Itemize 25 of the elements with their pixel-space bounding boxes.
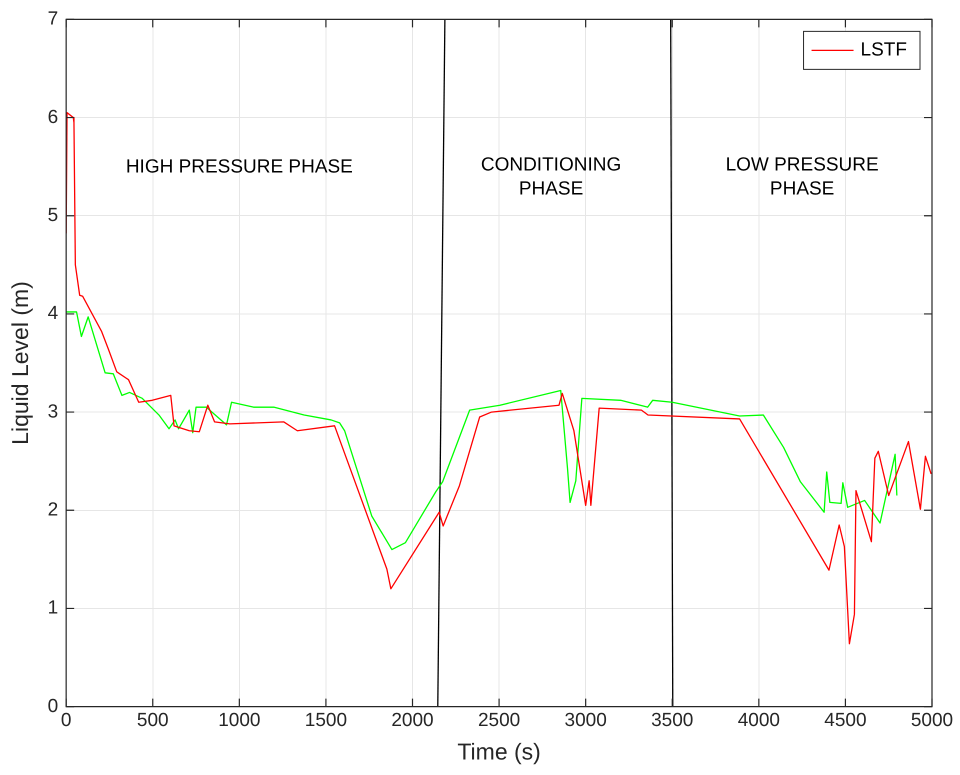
x-tick-label: 3000 bbox=[564, 710, 607, 732]
x-tick-label: 2500 bbox=[478, 710, 520, 732]
y-tick-label: 3 bbox=[48, 401, 58, 422]
y-tick-label: 4 bbox=[48, 303, 59, 324]
y-tick-label: 5 bbox=[48, 204, 58, 226]
x-tick-label: 1500 bbox=[304, 710, 348, 732]
annotation: LOW PRESSURE PHASE bbox=[726, 154, 879, 200]
legend-label: LSTF bbox=[860, 40, 907, 61]
x-tick-label: 0 bbox=[60, 710, 72, 732]
x-tick-label: 1000 bbox=[218, 710, 260, 732]
annotation: CONDITIONING PHASE bbox=[480, 154, 622, 200]
y-tick-label: 7 bbox=[48, 8, 58, 30]
x-tick-label: 4500 bbox=[824, 710, 867, 732]
x-tick-label: 5000 bbox=[910, 710, 954, 732]
x-tick-label: 2000 bbox=[391, 710, 434, 732]
y-axis-title: Liquid Level (m) bbox=[7, 281, 34, 445]
y-tick-label: 1 bbox=[48, 598, 58, 619]
y-tick-label: 2 bbox=[48, 499, 58, 520]
x-tick-label: 500 bbox=[136, 710, 169, 732]
x-axis-title: Time (s) bbox=[457, 738, 541, 765]
x-tick-label: 4000 bbox=[738, 710, 780, 732]
y-tick-label: 0 bbox=[48, 696, 58, 717]
annotation: HIGH PRESSURE PHASE bbox=[126, 156, 353, 178]
y-tick-label: 6 bbox=[48, 106, 58, 128]
x-tick-label: 3500 bbox=[651, 710, 694, 732]
